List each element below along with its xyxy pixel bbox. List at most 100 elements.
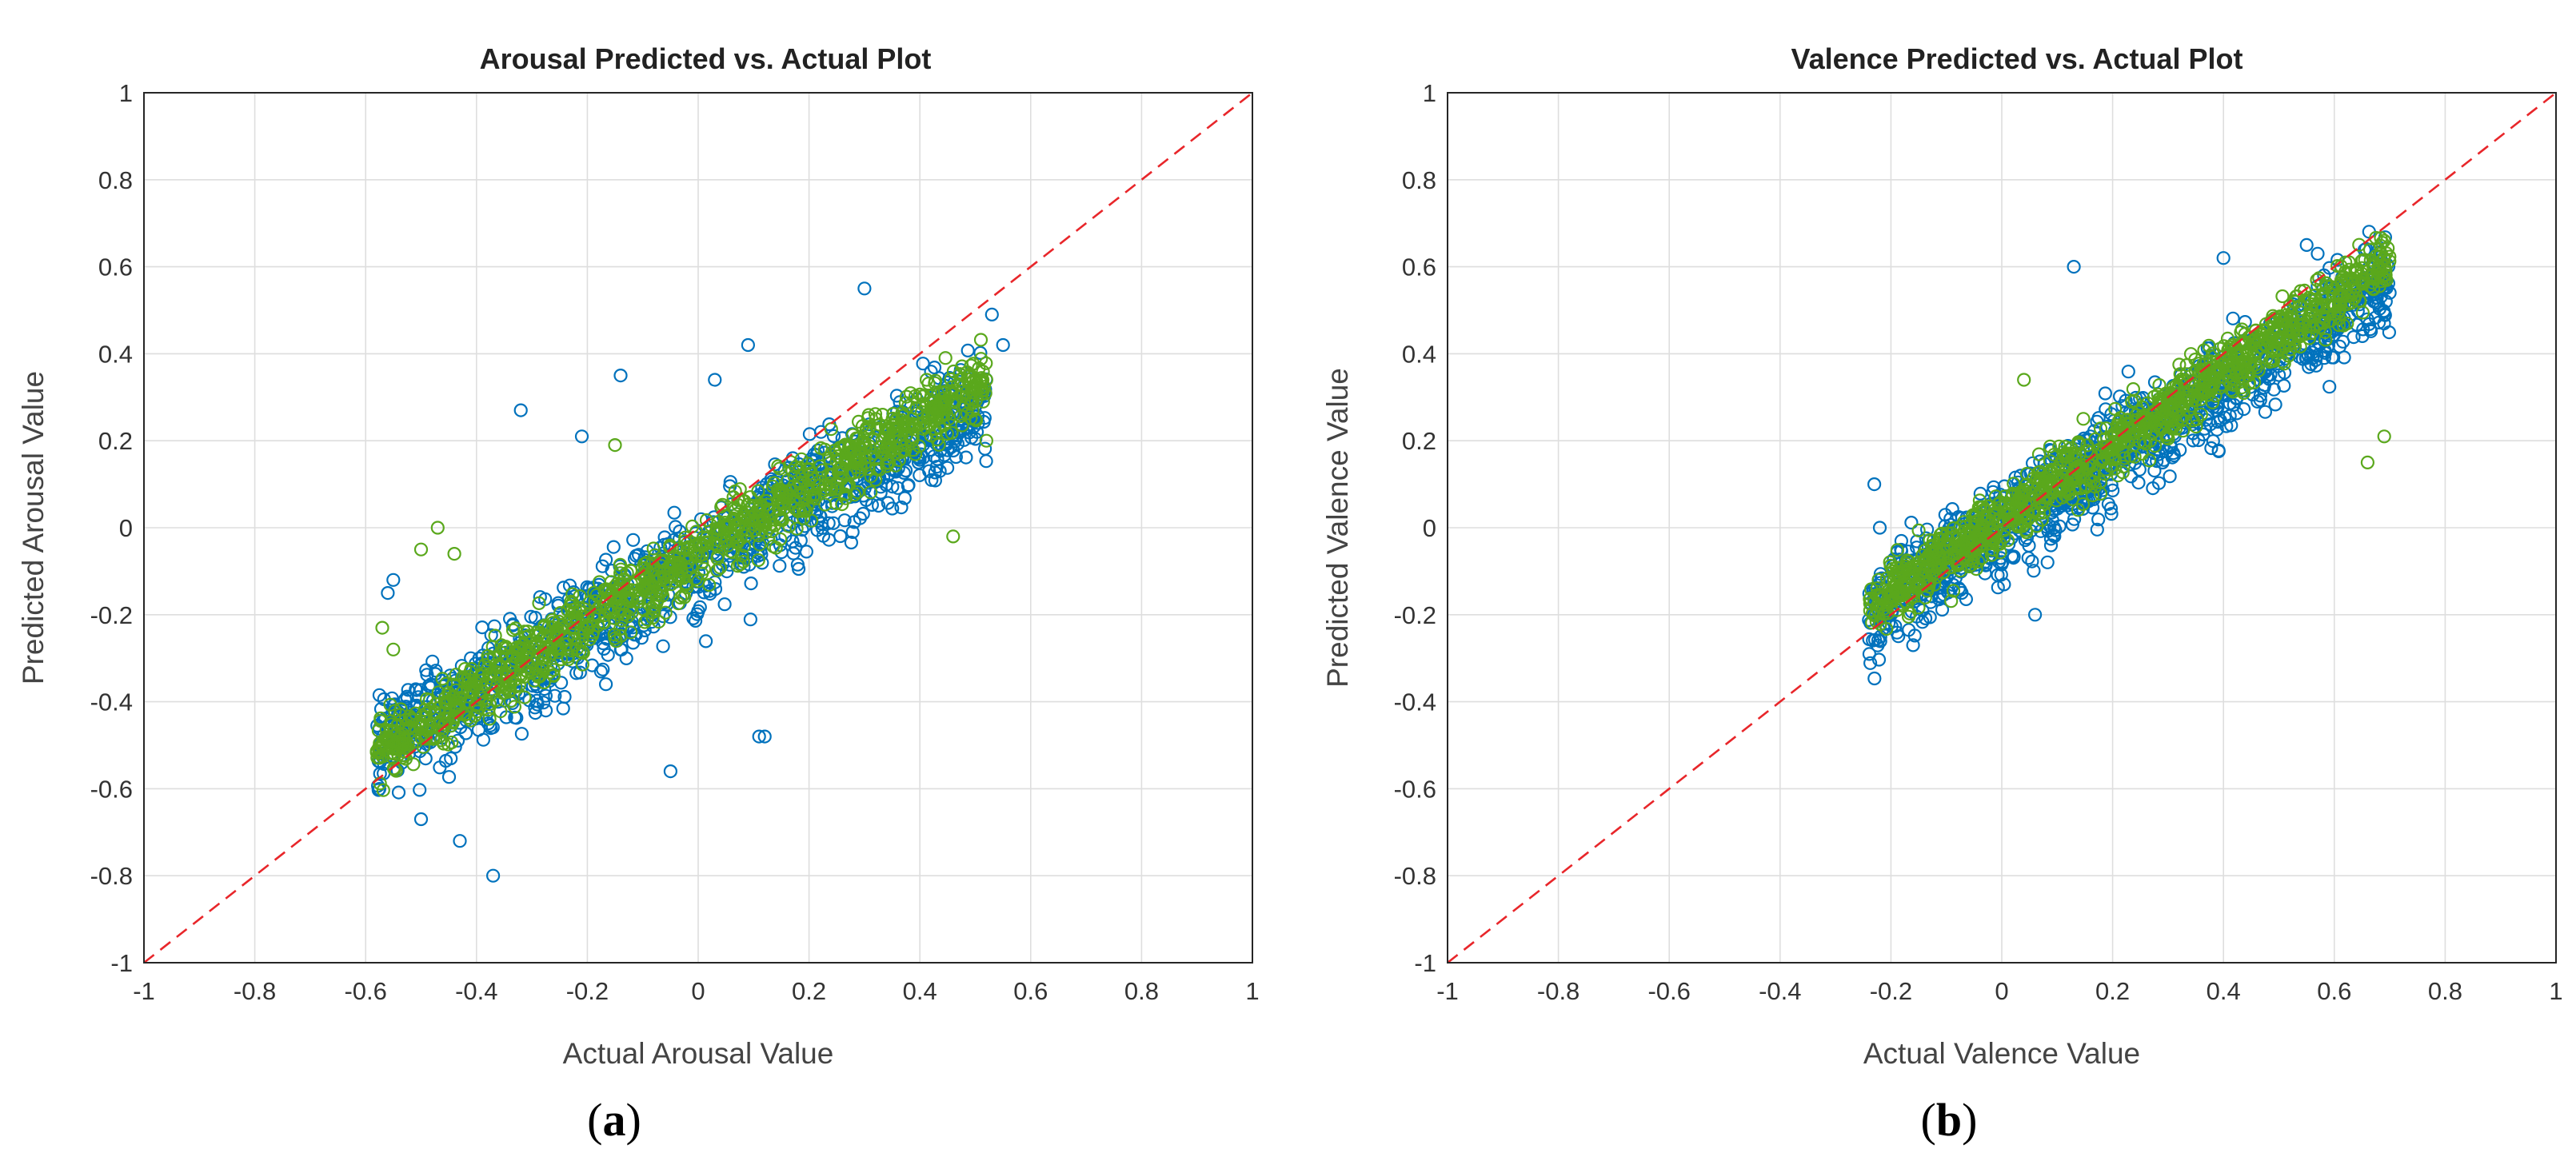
panel-b-green-point	[2222, 374, 2236, 389]
panel-b-blue-point	[2104, 507, 2119, 521]
panel-b-blue-point	[2204, 441, 2219, 456]
panel-b-green-outlier-4	[1867, 594, 1882, 609]
panel-b-x-tick-7: 0.4	[2207, 977, 2241, 1005]
panel-b-green-point	[1894, 596, 1908, 611]
panel-b-green-point	[2221, 343, 2235, 357]
panel-b-blue-point	[2039, 520, 2054, 534]
panel-b-green-point	[2310, 273, 2324, 287]
panel-a-blue-point	[505, 618, 520, 632]
panel-b-green-point	[1873, 616, 1887, 632]
panel-b-green-point	[2178, 394, 2192, 409]
panel-b-green-point	[1892, 568, 1907, 582]
panel-a-green-point	[953, 367, 967, 381]
panel-a-green-point	[623, 563, 638, 578]
panel-b-green-point	[2043, 465, 2058, 479]
panel-b-blue-point	[2364, 324, 2378, 338]
panel-b-blue-point	[2090, 522, 2104, 537]
panel-a-green-point	[797, 511, 811, 525]
panel-b-y-tick-5: 0	[1423, 514, 1436, 542]
panel-a-green-point	[393, 708, 407, 722]
panel-a-green-point	[379, 741, 393, 756]
panel-a-green-point	[773, 488, 787, 503]
panel-b-identity-line	[1447, 91, 2557, 964]
panel-b-green-point	[2066, 469, 2080, 483]
panel-b-green-point	[1913, 569, 1927, 583]
panel-b-green-point	[2251, 333, 2266, 348]
panel-a-green-point	[868, 407, 883, 421]
panel-b-green-outlier-3	[2360, 455, 2374, 470]
panel-b-green-point	[2175, 372, 2189, 387]
panel-a-blue-outlier-5	[757, 729, 772, 744]
panel-a-green-point	[821, 468, 836, 482]
panel-a-green-point	[650, 569, 665, 584]
panel-a-green-point	[830, 449, 845, 464]
panel-a-blue-point	[845, 525, 860, 540]
panel-a-green-point	[517, 624, 532, 639]
panel-a-blue-point	[879, 477, 893, 493]
panel-a-blue-outlier-6	[663, 764, 678, 779]
panel-b-green-point	[2228, 347, 2243, 361]
panel-b-green-point	[2148, 418, 2163, 433]
panel-a-blue-outlier-13	[984, 307, 999, 321]
panel-a-green-point	[535, 656, 549, 671]
panel-b-green-outlier-5	[2327, 281, 2342, 296]
panel-a-green-point	[908, 447, 923, 461]
panel-a-green-point	[676, 588, 690, 603]
panel-b-blue-point	[1871, 633, 1886, 648]
panel-a-green-point	[760, 497, 774, 512]
panel-b-green-point	[2143, 433, 2158, 448]
panel-a-blue-outlier-2	[381, 585, 395, 600]
panel-b-green-point	[2053, 473, 2067, 487]
panel-a-blue-point	[901, 478, 916, 493]
panel-b-green-point	[1901, 609, 1916, 624]
panel-a-green-outlier-5	[979, 433, 994, 448]
panel-a-green-point	[859, 421, 874, 436]
panel-a-green-point	[899, 389, 914, 404]
panel-b-blue-point	[1953, 583, 1967, 597]
panel-a-green-point	[796, 504, 811, 518]
panel-a-green-point	[731, 498, 745, 513]
panel-a-blue-point	[597, 641, 611, 656]
panel-b-green-point	[2382, 249, 2397, 264]
panel-a-x-tick-5: 0	[691, 977, 705, 1005]
panel-b-x-tick-0: -1	[1436, 977, 1459, 1005]
panel-b-green-point	[2210, 367, 2224, 381]
panel-a-blue-point	[625, 636, 641, 650]
panel-a-y-tick-8: 0.6	[98, 253, 133, 281]
panel-b-blue-point	[1933, 588, 1947, 603]
panel-a-blue-outlier-4	[752, 729, 766, 744]
panel-b-green-point	[2104, 446, 2119, 461]
panel-b-y-tick-4: -0.2	[1394, 601, 1436, 629]
panel-a-x-tick-1: -0.8	[234, 977, 276, 1005]
panel-a-y-tick-2: -0.6	[90, 775, 133, 803]
panel-a-green-point	[775, 495, 789, 509]
panel-a-green-point	[734, 522, 749, 537]
panel-b-blue-point	[1943, 512, 1958, 526]
panel-b-green-point	[2058, 440, 2072, 454]
panel-b-green-point	[2342, 289, 2356, 303]
panel-a-y-tick-5: 0	[119, 514, 133, 542]
panel-b-blue-point	[1923, 610, 1937, 624]
panel-b-green-point	[2097, 440, 2111, 454]
panel-a-x-tick-10: 1	[1245, 977, 1259, 1005]
panel-a-blue-point	[400, 689, 414, 704]
panel-a-blue-point	[476, 732, 491, 747]
panel-b-green-point	[1915, 559, 1930, 573]
panel-b-green-point	[2190, 412, 2204, 426]
panel-a-y-tick-0: -1	[110, 949, 133, 977]
panel-b-green-point	[2157, 403, 2171, 418]
panel-b-green-point	[2277, 357, 2291, 371]
panel-a-green-point	[699, 513, 714, 528]
panel-a-green-point	[527, 673, 541, 688]
panel-a-green-point	[477, 657, 492, 672]
panel-a-blue-point	[916, 357, 930, 371]
panel-a-green-point	[376, 783, 390, 797]
panel-a-green-point	[521, 628, 536, 643]
panel-a-y-tick-9: 0.8	[98, 166, 133, 194]
panel-b-green-point	[2375, 236, 2390, 250]
panel-a-green-point	[565, 596, 580, 610]
panel-b-green-point	[1911, 600, 1926, 615]
panel-a-green-outlier-0	[375, 620, 389, 635]
panel-b-blue-point	[2027, 564, 2041, 578]
